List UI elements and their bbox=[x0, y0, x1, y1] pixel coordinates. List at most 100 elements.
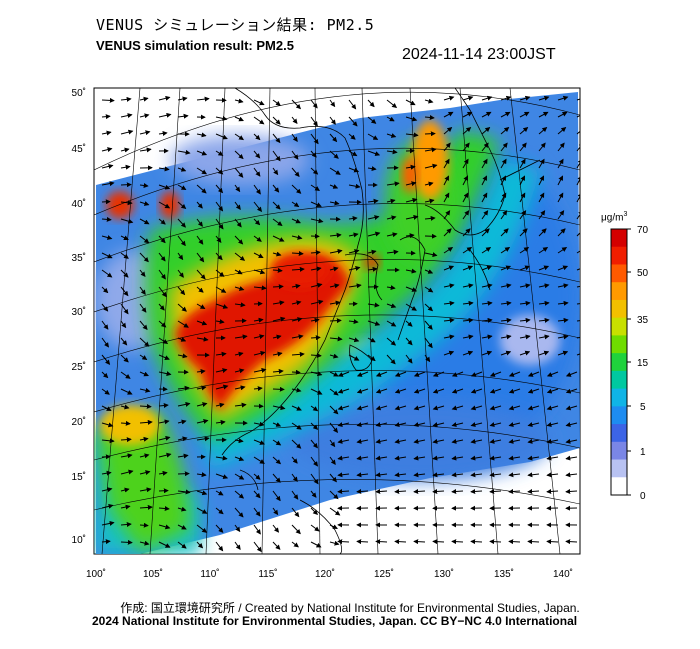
wind-arrow bbox=[367, 354, 376, 362]
wind-arrow bbox=[565, 455, 578, 461]
wind-arrow bbox=[329, 439, 336, 448]
wind-arrow bbox=[329, 248, 343, 254]
wind-arrow bbox=[394, 388, 407, 394]
wind-arrow bbox=[101, 269, 113, 278]
wind-arrow bbox=[348, 249, 360, 254]
wind-arrow bbox=[557, 265, 569, 271]
wind-arrow bbox=[158, 201, 171, 209]
wind-arrow bbox=[158, 337, 169, 344]
wind-arrow bbox=[557, 283, 569, 289]
wind-arrow bbox=[462, 142, 470, 152]
wind-arrow bbox=[196, 436, 210, 442]
wind-arrow bbox=[443, 111, 454, 118]
wind-arrow bbox=[253, 490, 261, 499]
wind-arrow bbox=[500, 247, 511, 254]
wind-arrow bbox=[470, 388, 483, 394]
wind-arrow bbox=[470, 422, 483, 428]
wind-arrow bbox=[120, 388, 133, 395]
wind-arrow bbox=[120, 218, 134, 224]
wind-arrow bbox=[386, 133, 397, 138]
wind-arrow bbox=[234, 235, 244, 245]
wind-arrow bbox=[375, 388, 388, 394]
wind-arrow bbox=[451, 438, 464, 444]
lat-tick: 25˚ bbox=[72, 361, 86, 373]
wind-arrow bbox=[158, 166, 170, 172]
wind-arrow bbox=[386, 181, 400, 187]
wind-arrow bbox=[310, 405, 319, 412]
wind-arrow bbox=[451, 455, 464, 461]
colorbar-label: 1 bbox=[640, 447, 646, 458]
wind-arrow bbox=[413, 371, 426, 377]
wind-arrow bbox=[215, 490, 224, 496]
wind-arrow bbox=[424, 252, 438, 258]
wind-arrow bbox=[234, 116, 244, 122]
wind-arrow bbox=[432, 489, 445, 494]
wind-arrow bbox=[177, 385, 190, 391]
wind-arrow bbox=[394, 405, 407, 411]
wind-arrow bbox=[101, 163, 114, 169]
wind-arrow bbox=[101, 114, 111, 120]
wind-arrow bbox=[386, 215, 397, 221]
wind-arrow bbox=[557, 317, 569, 323]
wind-arrow bbox=[394, 489, 407, 494]
wind-arrow bbox=[405, 164, 416, 170]
wind-arrow bbox=[291, 473, 298, 482]
wind-arrow bbox=[424, 337, 433, 349]
wind-arrow bbox=[234, 438, 244, 444]
wind-arrow bbox=[310, 99, 318, 109]
wind-arrow bbox=[576, 210, 580, 220]
wind-arrow bbox=[432, 438, 445, 444]
wind-arrow bbox=[158, 303, 165, 311]
wind-arrow bbox=[557, 300, 569, 306]
wind-arrow bbox=[508, 405, 521, 411]
wind-arrow bbox=[139, 504, 153, 510]
lat-tick: 40˚ bbox=[72, 198, 86, 210]
colorbar-stripe bbox=[611, 477, 627, 496]
wind-arrow bbox=[413, 388, 426, 394]
wind-arrow bbox=[470, 405, 483, 411]
wind-arrow bbox=[348, 150, 358, 157]
wind-arrow bbox=[177, 320, 189, 328]
wind-arrow bbox=[405, 116, 418, 122]
wind-arrow bbox=[405, 132, 419, 138]
wind-arrow bbox=[329, 456, 336, 465]
wind-arrow bbox=[272, 218, 283, 226]
wind-arrow bbox=[177, 218, 186, 228]
wind-arrow bbox=[462, 247, 473, 254]
wind-arrow bbox=[215, 303, 229, 309]
wind-arrow bbox=[462, 300, 474, 306]
wind-arrow bbox=[538, 158, 545, 169]
wind-arrow bbox=[310, 507, 318, 515]
lon-tick: 110˚ bbox=[200, 568, 219, 580]
wind-arrow bbox=[500, 111, 511, 118]
wind-arrow bbox=[177, 337, 187, 342]
wind-arrow bbox=[481, 350, 493, 356]
colorbar-label: 15 bbox=[637, 358, 649, 369]
wind-arrow bbox=[527, 455, 540, 461]
wind-arrow bbox=[253, 456, 265, 464]
wind-arrow bbox=[272, 184, 280, 193]
wind-arrow bbox=[329, 150, 339, 159]
wind-arrow bbox=[508, 371, 521, 377]
wind-arrow bbox=[519, 210, 527, 220]
wind-arrow bbox=[546, 455, 559, 461]
wind-arrow bbox=[329, 388, 339, 396]
wind-arrow bbox=[101, 337, 109, 348]
wind-arrow bbox=[375, 472, 388, 478]
wind-arrow bbox=[234, 201, 241, 210]
wind-arrow bbox=[272, 267, 283, 273]
wind-arrow bbox=[405, 286, 418, 292]
wind-arrow bbox=[291, 369, 301, 375]
wind-arrow bbox=[356, 438, 369, 444]
wind-arrow bbox=[538, 350, 550, 356]
colorbar-stripe bbox=[611, 246, 627, 265]
wind-arrow bbox=[443, 192, 450, 203]
wind-arrow bbox=[329, 99, 336, 108]
wind-arrow bbox=[481, 283, 493, 289]
wind-arrow bbox=[177, 235, 186, 247]
wind-arrow bbox=[557, 247, 568, 254]
wind-arrow bbox=[489, 405, 502, 411]
wind-arrow bbox=[234, 133, 244, 141]
wind-arrow bbox=[481, 95, 493, 101]
